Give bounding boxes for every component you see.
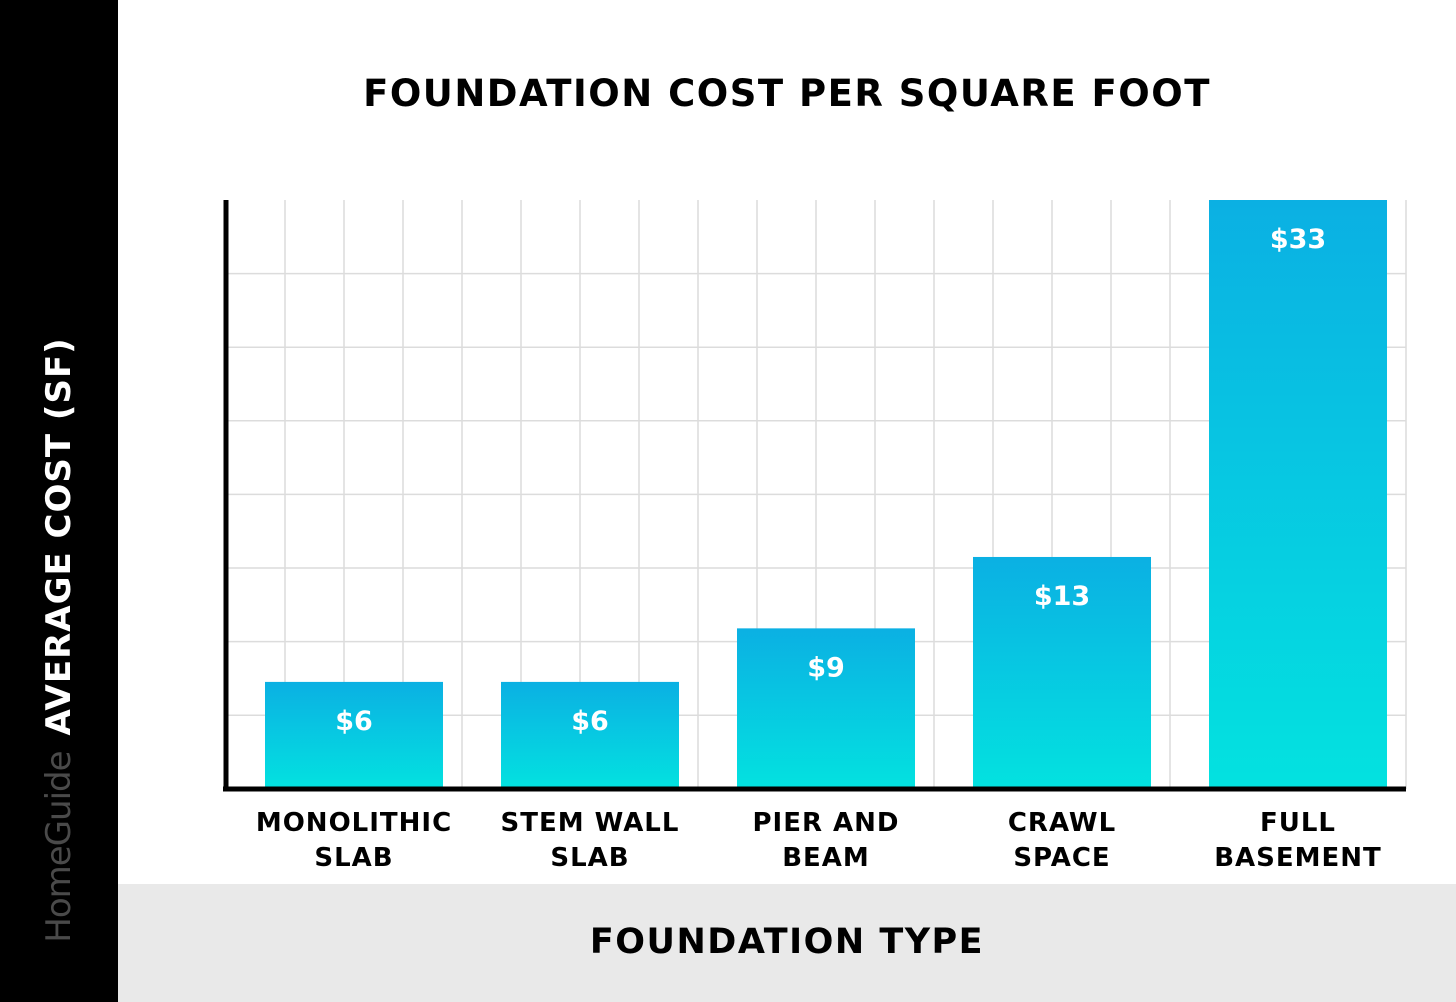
category-label: MONOLITHIC bbox=[256, 808, 452, 838]
bar-value-label: $6 bbox=[571, 706, 609, 737]
bar-value-label: $9 bbox=[807, 652, 845, 683]
category-label: FULL bbox=[1260, 808, 1336, 838]
bars: $6 $6 $9 $13 $33 bbox=[265, 200, 1387, 789]
sidebar: HomeGuideAVERAGE COST (SF) bbox=[0, 0, 118, 1002]
bar-value-label: $33 bbox=[1270, 224, 1326, 255]
category-label: BEAM bbox=[782, 843, 870, 873]
category-labels: MONOLITHIC SLAB STEM WALL SLAB PIER AND BEAM C… bbox=[256, 808, 1382, 873]
x-axis-label: FOUNDATION TYPE bbox=[589, 922, 985, 962]
bar-value-label: $6 bbox=[335, 706, 373, 737]
category-label: SLAB bbox=[314, 843, 393, 873]
category-label: SPACE bbox=[1013, 843, 1110, 873]
category-label: PIER AND bbox=[752, 808, 899, 838]
bar bbox=[973, 556, 1151, 789]
bar bbox=[1209, 200, 1387, 789]
category-label: CRAWL bbox=[1008, 808, 1116, 838]
bar bbox=[501, 681, 679, 789]
axes bbox=[223, 200, 1406, 792]
bar bbox=[265, 681, 443, 789]
category-label: SLAB bbox=[550, 843, 629, 873]
bar-value-label: $13 bbox=[1034, 581, 1090, 612]
bar bbox=[737, 628, 915, 789]
chart-title: FOUNDATION COST PER SQUARE FOOT bbox=[363, 72, 1211, 115]
x-axis-band: FOUNDATION TYPE bbox=[118, 884, 1456, 1002]
category-label: BASEMENT bbox=[1214, 843, 1382, 873]
category-label: STEM WALL bbox=[501, 808, 680, 838]
